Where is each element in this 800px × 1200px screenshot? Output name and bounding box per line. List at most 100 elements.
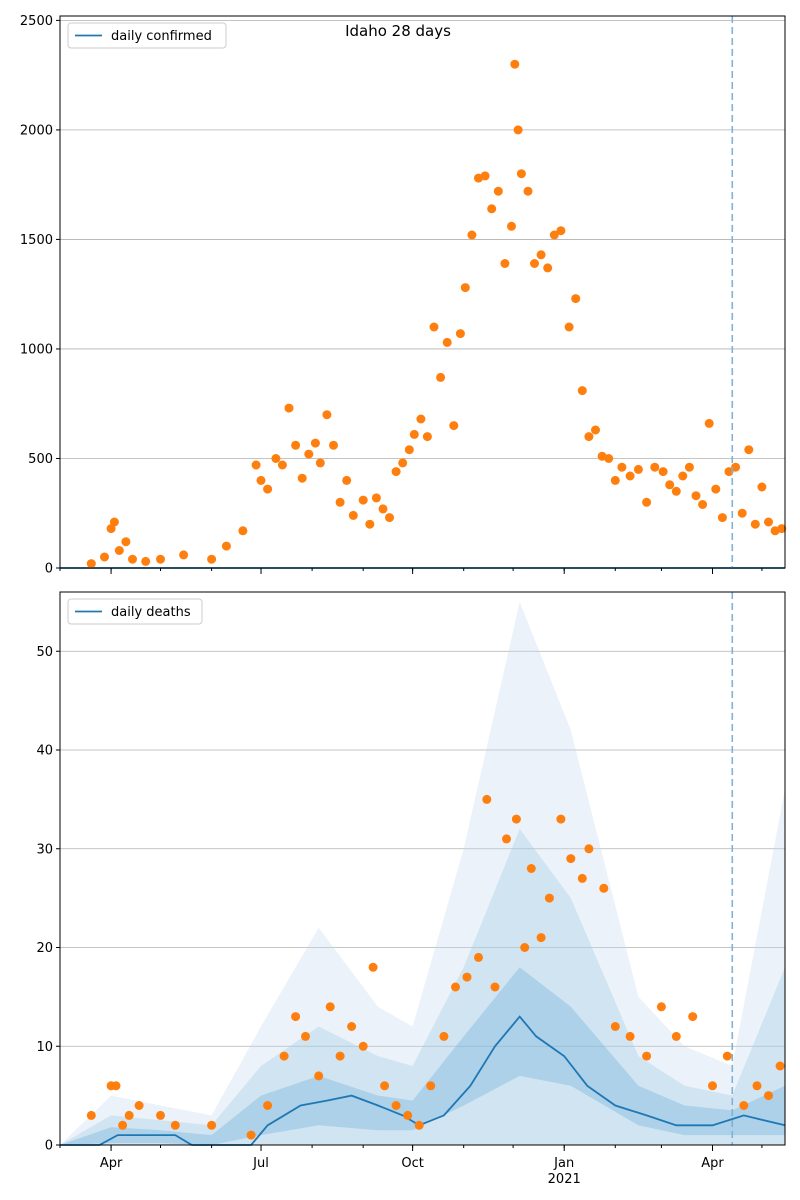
data-point xyxy=(684,462,694,472)
data-point xyxy=(378,504,388,514)
data-point xyxy=(277,460,287,470)
data-point xyxy=(737,508,747,518)
data-point xyxy=(291,440,301,450)
data-point xyxy=(610,1022,620,1031)
data-point xyxy=(385,513,394,523)
x-year-label: 2021 xyxy=(548,1172,581,1187)
data-point xyxy=(271,454,281,463)
data-point xyxy=(86,559,96,569)
y-tick-label: 20 xyxy=(36,941,53,956)
data-point xyxy=(416,414,426,424)
data-point xyxy=(329,440,338,450)
data-point xyxy=(510,59,520,69)
data-point xyxy=(717,513,727,523)
data-point xyxy=(391,1101,401,1110)
data-point xyxy=(371,493,381,503)
data-point xyxy=(625,471,635,481)
data-point xyxy=(118,1120,128,1130)
data-point xyxy=(571,294,581,304)
data-point xyxy=(134,1101,144,1110)
data-point xyxy=(536,250,546,260)
data-point xyxy=(284,403,294,413)
y-tick-label: 1500 xyxy=(20,233,53,248)
data-point xyxy=(665,480,675,490)
y-tick-label: 0 xyxy=(45,562,53,577)
legend-label: daily confirmed xyxy=(111,29,212,44)
confidence-band xyxy=(60,829,785,1145)
data-point xyxy=(604,454,614,463)
x-tick-label: Jan xyxy=(553,1156,574,1171)
data-point xyxy=(429,322,439,332)
data-point xyxy=(121,537,131,547)
data-point xyxy=(128,554,137,564)
deaths-chart: 0 10 20 30 40 50 Apr Jul Oct Jan Apr 2021 daily deat… xyxy=(36,591,786,1187)
data-point xyxy=(617,462,627,472)
y-tick-label: 1000 xyxy=(20,342,53,357)
data-point xyxy=(109,517,119,527)
data-point xyxy=(335,497,345,507)
data-point xyxy=(513,125,523,135)
data-point xyxy=(325,1002,335,1012)
data-point xyxy=(757,482,767,492)
data-point xyxy=(678,471,688,481)
data-point xyxy=(348,510,358,520)
x-tick-label: Oct xyxy=(401,1156,423,1171)
data-point xyxy=(380,1081,390,1091)
data-point xyxy=(124,1110,134,1120)
data-point xyxy=(739,1101,749,1110)
data-point xyxy=(335,1051,345,1061)
data-point xyxy=(251,460,261,470)
data-point xyxy=(426,1081,436,1091)
axes-frame xyxy=(59,591,786,1146)
data-point xyxy=(256,475,266,485)
data-point xyxy=(744,445,754,455)
data-point xyxy=(642,497,652,507)
data-point xyxy=(451,982,460,992)
data-point xyxy=(207,554,217,564)
data-point xyxy=(526,864,536,873)
data-point xyxy=(436,372,446,382)
data-point xyxy=(752,1081,762,1091)
confidence-band xyxy=(60,967,785,1145)
data-point xyxy=(358,495,368,505)
data-point xyxy=(141,556,151,566)
data-point xyxy=(731,462,741,472)
x-tick-label: Apr xyxy=(701,1156,724,1171)
data-point xyxy=(502,834,511,844)
data-point xyxy=(347,1022,357,1031)
data-point xyxy=(221,541,231,551)
data-point xyxy=(263,1101,273,1110)
data-point xyxy=(358,1041,368,1051)
data-point xyxy=(170,1120,180,1130)
data-point xyxy=(449,421,459,431)
data-point xyxy=(279,1051,289,1061)
data-point xyxy=(304,449,314,459)
data-point xyxy=(460,283,470,293)
data-point xyxy=(775,1061,785,1071)
data-point xyxy=(455,329,465,339)
data-point xyxy=(584,432,594,442)
data-point xyxy=(549,230,559,240)
data-point xyxy=(365,519,375,529)
chart-title: Idaho 28 days xyxy=(345,22,451,40)
data-point xyxy=(156,554,165,564)
data-point xyxy=(724,467,734,477)
y-tick-label: 2000 xyxy=(20,123,53,138)
y-tick-label: 40 xyxy=(36,744,53,759)
data-point xyxy=(291,1012,301,1022)
data-point xyxy=(564,322,574,332)
data-point xyxy=(368,962,378,972)
y-tick-label: 2500 xyxy=(20,14,53,29)
data-point xyxy=(691,491,701,501)
x-tick-label: Jul xyxy=(252,1156,269,1171)
data-point xyxy=(577,873,587,883)
data-point xyxy=(708,1081,717,1091)
data-point xyxy=(556,226,566,236)
data-point xyxy=(422,432,432,442)
data-point xyxy=(462,972,472,982)
data-point xyxy=(500,259,510,268)
data-point xyxy=(750,519,760,529)
data-point xyxy=(591,425,600,435)
data-point xyxy=(111,1081,121,1091)
